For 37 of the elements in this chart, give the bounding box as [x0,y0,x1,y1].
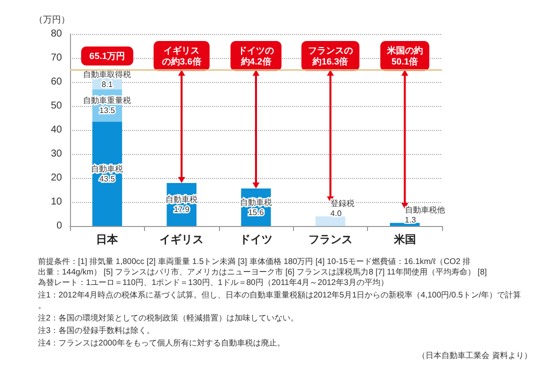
data-label: 8.1 [102,80,114,89]
text: 注3：各国の登録手数料は除く。 [38,326,155,335]
x-tick-label: ドイツ [240,233,272,246]
y-tick-label: 30 [50,148,62,160]
series-label: 登録税 [330,198,354,208]
x-tick-label: 日本 [96,233,120,246]
y-tick-label: 50 [50,100,62,112]
x-tick-label: イギリス [160,233,204,246]
x-tick-label: 米国 [392,233,416,246]
bar [316,216,346,226]
y-tick-label: 20 [50,172,62,184]
series-label: 自動車取得税 [83,70,132,79]
data-label: 13.5 [99,106,116,115]
y-tick-label: 40 [50,124,62,136]
annotation: 65.1万円 [89,51,125,61]
data-label: 15.6 [248,208,264,217]
series-label: 自動車税他 [404,205,445,214]
y-tick-label: 10 [50,196,62,208]
annotation: イギリスの約3.6倍 [162,46,202,66]
y-tick-label: 60 [50,76,62,88]
text: 注1：2012年4月時点の税体系に基づく試算。但し、日本の自動車重量税額は2012年5月1日からの新税率（4,100円/0.5トン/年）で計算。 [38,290,522,310]
data-label: 43.5 [99,174,116,184]
annotation: ドイツの約4.2倍 [238,46,274,66]
data-label: 1.3 [404,215,416,224]
text: （日本自動車工業会 資料より） [418,350,532,360]
annotation: フランスの約16.3倍 [308,46,353,66]
data-label: 17.9 [174,205,190,214]
x-tick-label: フランス [308,233,352,246]
y-axis-title: （万円） [34,14,70,24]
text: 前提条件：[1] 排気量 1,800cc [2] 車両重量 1.5トン未満 [3] 車体価格 180万円 [4] 10-15モード燃費値：16.1km/ℓ（CO2 排出量：144g/km） [5] フランスはパリ市、アメリカはニューヨーク市 [6] フランスは課税馬力8 [7] 11年間使用（平均寿命） [8] 為替レート：1ユーロ＝110円、1ポンド＝130円、1ドル＝80円（2011年4月～2012年3月の平均） [38,256,490,287]
y-tick-label: 0 [56,220,62,232]
annotation: 米国の約50.1倍 [386,46,423,66]
data-label: 4.0 [330,208,342,218]
y-tick-label: 80 [50,28,62,40]
text: 注2：各国の環境対策としての税制政策（軽減措置）は加味していない。 [38,313,299,322]
text: 注4：フランスは2000年をもって個人所有に対する自動車税は廃止。 [38,338,285,348]
y-tick-label: 70 [50,52,62,64]
